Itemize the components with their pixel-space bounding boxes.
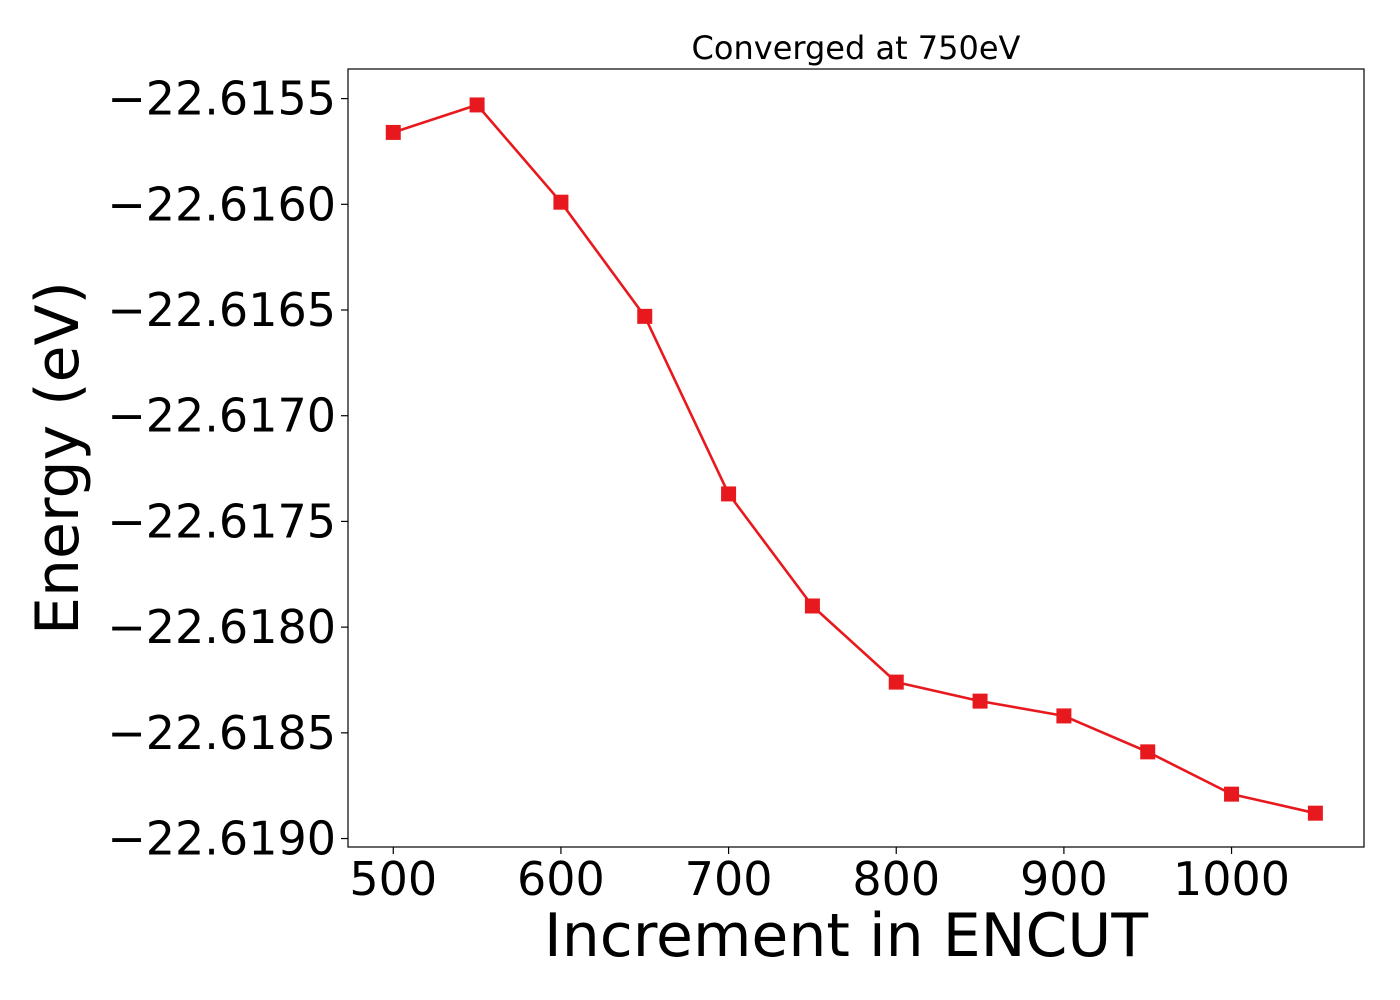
y-tick-label: −22.6180 [107,600,336,654]
y-tick-label: −22.6165 [107,283,336,337]
data-point-marker [637,308,653,324]
x-tick-label: 500 [349,852,437,906]
y-axis-label: Energy (eV) [23,281,93,635]
y-tick-label: −22.6190 [107,812,336,866]
data-point-marker [385,124,401,140]
data-point-marker [1140,744,1156,760]
x-tick-label: 700 [685,852,773,906]
y-tick-label: −22.6155 [107,72,336,126]
x-tick-label: 1000 [1173,852,1290,906]
data-point-marker [804,598,820,614]
plot-frame [347,68,1365,848]
x-axis-label: Increment in ENCUT [544,901,1148,971]
series-line [392,103,1316,815]
data-point-marker [469,97,485,113]
data-point-marker [972,693,988,709]
y-tick-label: −22.6160 [107,177,336,231]
y-tick-label: −22.6185 [107,706,336,760]
series-markers [385,97,1323,821]
x-tick-label: 600 [517,852,605,906]
x-tick-label: 900 [1020,852,1108,906]
x-tick-label: 800 [852,852,940,906]
data-point-marker [1056,708,1072,724]
data-point-marker [553,194,569,210]
data-point-marker [1224,786,1240,802]
x-axis-ticks: 500 600 700 800 900 1000 [349,847,1290,906]
data-point-marker [1307,805,1323,821]
chart-title: Converged at 750eV [692,29,1021,67]
y-axis-ticks: −22.6155 −22.6160 −22.6165 −22.6170 −22.6175… [107,72,348,866]
y-tick-label: −22.6175 [107,494,336,548]
data-point-marker [888,674,904,690]
data-point-marker [721,486,737,502]
y-tick-label: −22.6170 [107,389,336,443]
